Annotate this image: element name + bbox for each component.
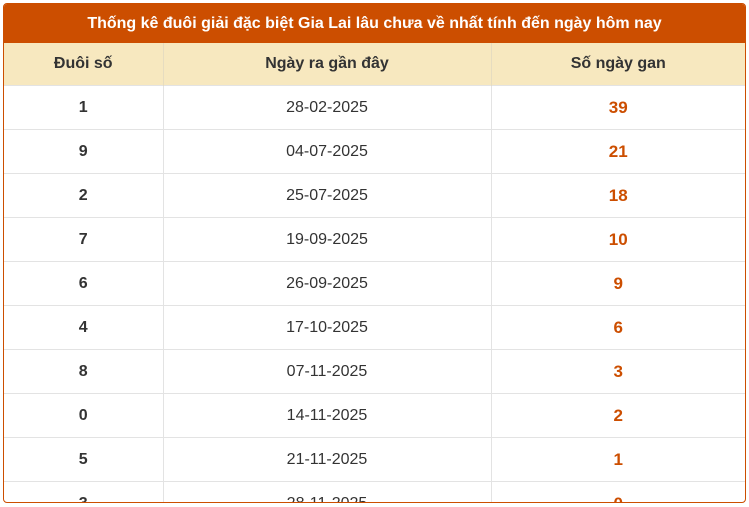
days-cell: 0 <box>491 481 745 502</box>
table-title: Thống kê đuôi giải đặc biệt Gia Lai lâu … <box>4 4 745 43</box>
days-cell: 2 <box>491 393 745 438</box>
digit-cell: 3 <box>4 481 164 502</box>
digit-cell: 0 <box>4 393 164 438</box>
date-cell: 07-11-2025 <box>163 349 492 394</box>
digit-cell: 1 <box>4 85 164 130</box>
date-cell: 17-10-2025 <box>163 305 492 350</box>
table-row: 0 14-11-2025 2 <box>4 393 745 438</box>
days-cell: 18 <box>491 173 745 218</box>
table-row: 7 19-09-2025 10 <box>4 217 745 262</box>
table-row: 2 25-07-2025 18 <box>4 173 745 218</box>
table-row: 9 04-07-2025 21 <box>4 129 745 174</box>
digit-cell: 8 <box>4 349 164 394</box>
stats-table: Đuôi số Ngày ra gần đây Số ngày gan 1 28-… <box>4 43 745 502</box>
header-row: Đuôi số Ngày ra gần đây Số ngày gan <box>4 43 745 86</box>
date-cell: 28-02-2025 <box>163 85 492 130</box>
date-cell: 28-11-2025 <box>163 481 492 502</box>
table-row: 1 28-02-2025 39 <box>4 85 745 130</box>
date-cell: 26-09-2025 <box>163 261 492 306</box>
days-cell: 10 <box>491 217 745 262</box>
digit-cell: 2 <box>4 173 164 218</box>
table-row: 6 26-09-2025 9 <box>4 261 745 306</box>
date-cell: 21-11-2025 <box>163 437 492 482</box>
table-row: 3 28-11-2025 0 <box>4 481 745 502</box>
column-header: Số ngày gan <box>491 43 745 86</box>
days-cell: 39 <box>491 85 745 130</box>
date-cell: 19-09-2025 <box>163 217 492 262</box>
date-cell: 25-07-2025 <box>163 173 492 218</box>
digit-cell: 7 <box>4 217 164 262</box>
days-cell: 9 <box>491 261 745 306</box>
digit-cell: 9 <box>4 129 164 174</box>
days-cell: 21 <box>491 129 745 174</box>
date-cell: 14-11-2025 <box>163 393 492 438</box>
days-cell: 1 <box>491 437 745 482</box>
stats-table-container: Thống kê đuôi giải đặc biệt Gia Lai lâu … <box>3 3 746 503</box>
digit-cell: 6 <box>4 261 164 306</box>
date-cell: 04-07-2025 <box>163 129 492 174</box>
column-header: Ngày ra gần đây <box>163 43 492 86</box>
table-row: 4 17-10-2025 6 <box>4 305 745 350</box>
table-row: 5 21-11-2025 1 <box>4 437 745 482</box>
table-row: 8 07-11-2025 3 <box>4 349 745 394</box>
column-header: Đuôi số <box>4 43 164 86</box>
days-cell: 3 <box>491 349 745 394</box>
digit-cell: 4 <box>4 305 164 350</box>
days-cell: 6 <box>491 305 745 350</box>
digit-cell: 5 <box>4 437 164 482</box>
